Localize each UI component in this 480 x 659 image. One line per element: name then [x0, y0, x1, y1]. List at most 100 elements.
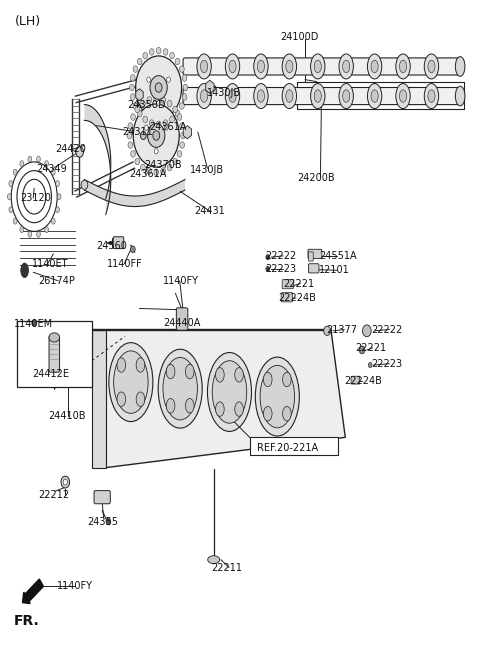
- Ellipse shape: [428, 60, 435, 72]
- Ellipse shape: [167, 100, 172, 107]
- Ellipse shape: [164, 125, 168, 130]
- Text: REF.20-221A: REF.20-221A: [257, 443, 318, 453]
- Ellipse shape: [137, 58, 142, 65]
- Ellipse shape: [147, 77, 151, 82]
- Ellipse shape: [166, 364, 175, 379]
- Text: 24412E: 24412E: [32, 369, 69, 379]
- Ellipse shape: [367, 54, 382, 79]
- Ellipse shape: [117, 392, 126, 407]
- Ellipse shape: [155, 149, 158, 154]
- Ellipse shape: [207, 353, 252, 432]
- Ellipse shape: [264, 407, 272, 421]
- Ellipse shape: [150, 76, 167, 100]
- Ellipse shape: [359, 346, 365, 354]
- Ellipse shape: [343, 60, 350, 72]
- Ellipse shape: [197, 54, 211, 79]
- Text: 24200B: 24200B: [298, 173, 335, 183]
- Ellipse shape: [51, 218, 55, 224]
- Ellipse shape: [167, 77, 170, 82]
- Text: 22223: 22223: [372, 358, 403, 368]
- Ellipse shape: [157, 101, 160, 106]
- Ellipse shape: [257, 60, 264, 72]
- FancyBboxPatch shape: [282, 279, 294, 289]
- FancyBboxPatch shape: [49, 335, 60, 372]
- Ellipse shape: [133, 103, 138, 109]
- Text: 1140ET: 1140ET: [32, 259, 68, 269]
- Ellipse shape: [283, 407, 291, 421]
- Ellipse shape: [424, 54, 439, 79]
- Text: 24370B: 24370B: [144, 160, 182, 170]
- Ellipse shape: [286, 60, 293, 72]
- Ellipse shape: [282, 54, 297, 79]
- Text: 1140EM: 1140EM: [14, 319, 53, 330]
- Ellipse shape: [428, 90, 435, 102]
- Ellipse shape: [28, 231, 32, 237]
- Ellipse shape: [163, 357, 197, 420]
- Ellipse shape: [133, 104, 179, 167]
- Ellipse shape: [131, 114, 135, 121]
- Polygon shape: [92, 330, 345, 468]
- Ellipse shape: [149, 49, 154, 55]
- Text: 1430JB: 1430JB: [206, 88, 240, 98]
- Ellipse shape: [424, 84, 439, 109]
- Ellipse shape: [51, 169, 55, 175]
- Ellipse shape: [185, 364, 194, 379]
- FancyBboxPatch shape: [183, 88, 462, 105]
- Ellipse shape: [216, 402, 224, 416]
- Ellipse shape: [167, 164, 172, 171]
- Ellipse shape: [141, 132, 146, 140]
- Ellipse shape: [141, 100, 145, 107]
- Text: 22223: 22223: [265, 264, 296, 274]
- Ellipse shape: [161, 168, 166, 175]
- Ellipse shape: [149, 120, 154, 127]
- Ellipse shape: [13, 169, 17, 175]
- Text: 1140FF: 1140FF: [107, 259, 143, 269]
- Ellipse shape: [180, 142, 184, 148]
- Ellipse shape: [114, 351, 148, 413]
- Ellipse shape: [339, 54, 353, 79]
- Ellipse shape: [161, 97, 166, 103]
- Ellipse shape: [343, 90, 350, 102]
- Ellipse shape: [255, 357, 300, 436]
- Ellipse shape: [266, 266, 270, 272]
- FancyBboxPatch shape: [176, 308, 188, 330]
- Ellipse shape: [141, 164, 145, 171]
- Text: 24410B: 24410B: [48, 411, 86, 421]
- Text: 24311: 24311: [123, 127, 154, 137]
- Ellipse shape: [367, 84, 382, 109]
- Ellipse shape: [180, 132, 185, 139]
- Text: 1140FY: 1140FY: [162, 276, 198, 286]
- Ellipse shape: [399, 60, 407, 72]
- Ellipse shape: [57, 194, 61, 200]
- Ellipse shape: [396, 54, 410, 79]
- Text: 24350D: 24350D: [128, 100, 166, 109]
- Text: 22224B: 22224B: [278, 293, 316, 303]
- Text: 21377: 21377: [326, 324, 357, 335]
- Ellipse shape: [13, 218, 17, 224]
- Ellipse shape: [362, 325, 371, 337]
- Ellipse shape: [131, 151, 135, 158]
- Text: 24100D: 24100D: [281, 32, 319, 42]
- Ellipse shape: [371, 60, 378, 72]
- Ellipse shape: [225, 84, 240, 109]
- Ellipse shape: [456, 57, 465, 76]
- Ellipse shape: [260, 365, 295, 428]
- Text: 24355: 24355: [87, 517, 118, 527]
- Ellipse shape: [136, 358, 145, 372]
- Ellipse shape: [229, 60, 236, 72]
- Ellipse shape: [127, 132, 132, 139]
- FancyArrow shape: [23, 579, 43, 604]
- Ellipse shape: [9, 207, 13, 213]
- Ellipse shape: [158, 349, 202, 428]
- Ellipse shape: [131, 246, 135, 252]
- Ellipse shape: [154, 96, 158, 102]
- Ellipse shape: [235, 368, 243, 382]
- Ellipse shape: [197, 84, 211, 109]
- Text: 26174P: 26174P: [38, 276, 75, 286]
- Ellipse shape: [63, 479, 68, 485]
- Ellipse shape: [128, 123, 133, 129]
- Ellipse shape: [206, 82, 213, 92]
- Text: (LH): (LH): [15, 15, 41, 28]
- Ellipse shape: [61, 476, 70, 488]
- Ellipse shape: [283, 372, 291, 387]
